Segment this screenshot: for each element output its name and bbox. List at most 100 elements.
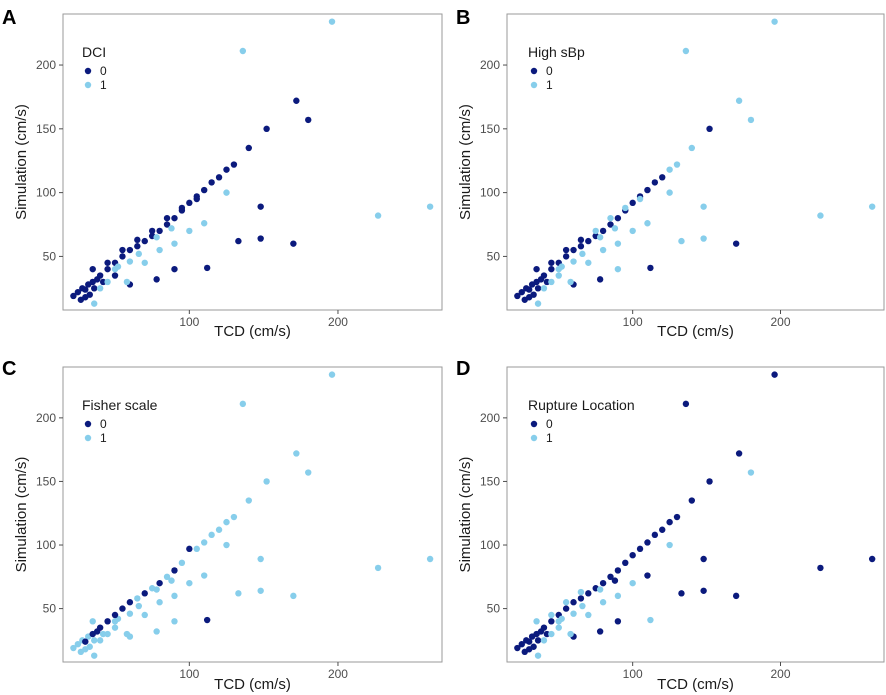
data-point-group-1 [163,573,171,581]
x-tick-label: 100 [179,315,199,329]
panel-label: D [456,358,470,380]
data-point-group-1 [611,225,619,232]
data-point-group-1 [200,539,208,546]
data-point-group-1 [223,541,230,549]
data-point-group-1 [614,265,622,273]
data-point-group-0 [525,286,533,293]
data-point-group-1 [562,599,570,606]
y-tick-label: 150 [36,122,56,136]
data-point-group-0 [682,400,690,408]
data-point-group-0 [614,567,622,574]
data-point-group-1 [104,278,111,286]
data-point-group-1 [200,572,208,579]
data-point-group-1 [666,541,673,549]
y-tick-label: 100 [480,186,500,200]
data-point-group-0 [230,161,238,168]
data-point-group-1 [156,246,163,254]
data-point-group-1 [257,555,264,563]
data-point-group-1 [585,611,592,619]
data-point-group-1 [570,258,577,265]
legend-label-1: 1 [100,431,107,445]
data-point-group-0 [77,296,85,303]
panel-a: A 100 200 50 100 150 200 TCD (cm/s) Simulation (… [2,7,443,340]
data-point-group-0 [577,595,585,602]
data-point-group-0 [534,285,542,292]
data-point-group-0 [193,195,200,203]
data-point-group-0 [119,246,126,254]
data-point-group-1 [186,227,193,235]
data-point-group-1 [257,587,264,594]
data-point-group-0 [200,186,208,194]
data-point-group-1 [96,637,104,644]
data-point-group-0 [178,204,186,212]
data-point-group-1 [223,518,230,526]
data-point-group-0 [521,648,528,656]
data-point-group-0 [629,199,636,207]
data-point-group-0 [562,253,570,260]
data-point-group-0 [171,214,178,222]
legend-key-0 [84,420,92,428]
data-point-group-0 [104,618,111,625]
data-point-group-0 [533,265,540,273]
data-point-group-0 [257,235,264,242]
y-axis-title: Simulation (cm/s) [13,457,30,573]
data-point-group-1 [636,195,644,203]
data-point-group-1 [178,559,186,567]
plot-frame [506,366,885,663]
x-tick-label: 200 [770,315,790,329]
x-axis-title: TCD (cm/s) [214,323,291,340]
y-tick-label: 150 [480,122,500,136]
plot-frame [506,13,885,311]
data-point-group-1 [74,640,82,648]
data-point-group-1 [629,227,636,235]
y-tick-label: 50 [43,249,57,263]
data-point-group-1 [599,599,607,606]
data-point-group-0 [562,246,570,254]
data-point-group-0 [732,592,740,600]
y-axis-title: Simulation (cm/s) [457,104,474,220]
legend-label-1: 1 [546,78,553,92]
data-point-group-1 [77,648,85,656]
data-point-group-0 [186,199,193,207]
data-point-group-1 [567,278,574,286]
y-tick-label: 200 [36,411,56,425]
data-point-group-1 [123,278,131,286]
data-point-group-1 [168,225,175,232]
data-point-group-0 [293,97,300,104]
data-point-group-1 [817,212,824,219]
data-point-group-0 [134,236,141,244]
data-point-group-0 [548,259,555,266]
data-point-group-1 [239,400,247,408]
data-point-group-0 [141,237,148,245]
data-point-group-1 [374,212,382,219]
data-point-group-1 [548,278,555,286]
data-point-group-0 [688,497,696,504]
data-point-group-0 [562,605,570,612]
data-point-group-1 [156,599,163,606]
data-point-group-1 [596,586,604,593]
plot-frame [62,366,443,663]
y-tick-label: 200 [480,58,500,72]
legend-label-0: 0 [100,417,107,431]
data-point-group-1 [747,116,755,124]
y-tick-label: 50 [43,602,57,616]
data-point-group-0 [540,624,548,631]
data-point-group-0 [659,174,666,181]
panel-label: C [2,358,16,380]
data-point-group-0 [570,599,577,606]
data-point-group-1 [235,590,242,597]
data-point-group-1 [230,513,238,521]
panel-label: B [456,7,470,29]
y-tick-label: 150 [480,474,500,488]
legend-key-1 [84,434,92,442]
data-point-group-1 [374,564,382,572]
data-point-group-0 [647,264,654,272]
data-point-group-1 [567,630,574,638]
data-point-group-0 [543,630,551,638]
data-point-group-1 [592,227,599,235]
data-point-group-0 [82,286,89,293]
y-tick-label: 150 [36,474,56,488]
data-point-group-0 [607,221,614,228]
data-point-group-0 [706,478,713,485]
